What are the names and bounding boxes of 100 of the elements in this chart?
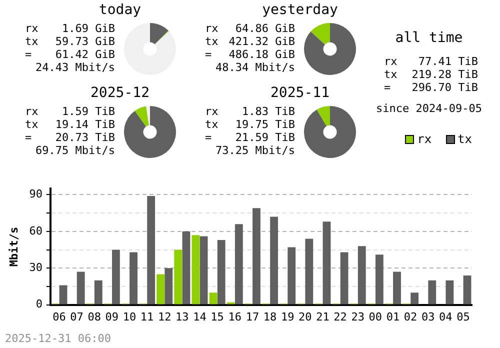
legend-label: tx — [456, 132, 472, 146]
text: 21.59 TiB — [235, 131, 295, 144]
text: 19.75 TiB — [235, 118, 295, 131]
text: = — [205, 48, 212, 61]
y-tick-label: 90 — [29, 188, 42, 201]
text: 219.28 TiB — [412, 68, 478, 81]
x-tick-label: 15 — [210, 310, 224, 324]
text: 61.42 GiB — [55, 48, 115, 61]
x-tick-label: 03 — [421, 310, 435, 324]
bar — [234, 224, 243, 304]
bar — [217, 240, 226, 304]
bar — [358, 246, 366, 304]
text: 64.86 GiB — [235, 22, 295, 35]
bar — [340, 252, 348, 304]
bar — [200, 236, 208, 304]
x-tick-label: 06 — [52, 310, 66, 324]
bar — [94, 280, 102, 304]
y-tick-label: 60 — [29, 224, 42, 238]
bar — [410, 292, 419, 304]
x-tick-label: 17 — [246, 310, 260, 324]
bar — [164, 268, 173, 304]
text: 1.83 TiB — [242, 105, 295, 118]
bar — [147, 196, 156, 304]
text: 1.69 GiB — [62, 22, 115, 35]
chart-title: 2025-11 — [270, 85, 330, 101]
text: tx — [25, 35, 38, 48]
x-tick-label: 11 — [140, 310, 154, 324]
bar — [112, 250, 120, 304]
bar — [156, 274, 165, 304]
text: 59.73 GiB — [55, 35, 115, 48]
text: rx — [384, 55, 398, 68]
bar — [76, 272, 85, 304]
x-tick-label: 13 — [176, 310, 189, 324]
x-tick-label: 19 — [280, 310, 294, 324]
y-tick-label: 0 — [36, 298, 42, 311]
text: 1.59 TiB — [62, 105, 115, 118]
y-tick-label: 30 — [29, 260, 42, 274]
text: all time — [395, 30, 463, 46]
bar — [270, 216, 278, 304]
text: rx — [205, 22, 218, 35]
text: 73.25 Mbit/s — [214, 144, 295, 157]
text: rx — [25, 105, 38, 118]
text: 421.32 GiB — [228, 35, 295, 48]
text: 69.75 Mbit/s — [34, 144, 115, 157]
x-tick-label: 04 — [439, 310, 453, 324]
text: tx — [384, 68, 398, 81]
bar — [322, 222, 331, 304]
text: 296.70 TiB — [412, 81, 478, 94]
text: = — [25, 48, 32, 61]
x-tick-label: 08 — [88, 310, 101, 324]
x-tick-label: 20 — [298, 310, 312, 324]
bar — [446, 280, 454, 304]
text: 20.73 TiB — [55, 131, 115, 144]
chart-title: today — [98, 2, 142, 18]
x-tick-label: 05 — [456, 310, 470, 324]
legend-label: rx — [416, 132, 432, 146]
x-tick-label: 12 — [158, 310, 172, 324]
bar — [393, 272, 401, 304]
text: tx — [205, 118, 218, 131]
x-tick-label: 23 — [351, 310, 364, 324]
y-axis-title: Mbit/s — [7, 226, 20, 267]
x-tick-label: 01 — [386, 310, 400, 324]
text: tx — [25, 118, 38, 131]
bar — [59, 285, 68, 304]
bar — [209, 292, 218, 304]
text: = — [384, 81, 391, 94]
text: since 2024-09-05 — [375, 102, 483, 115]
x-tick-label: 21 — [316, 310, 330, 324]
text: 2025-12-31 06:00 — [5, 332, 111, 345]
x-tick-label: 10 — [122, 310, 136, 324]
x-tick-label: 16 — [228, 310, 242, 324]
bar — [174, 250, 182, 304]
chart-title: yesterday — [262, 2, 338, 18]
bar — [288, 247, 296, 304]
bar — [375, 254, 384, 304]
x-tick-label: 14 — [193, 310, 207, 324]
text: 48.34 Mbit/s — [214, 61, 295, 74]
text: = — [25, 131, 32, 144]
bar — [305, 238, 314, 304]
text: rx — [25, 22, 38, 35]
x-tick-label: 18 — [263, 310, 277, 324]
x-tick-label: 00 — [368, 310, 382, 324]
text: 19.14 TiB — [55, 118, 115, 131]
text: rx — [205, 105, 218, 118]
x-tick-label: 09 — [105, 310, 119, 324]
bar — [428, 280, 436, 304]
bar — [130, 252, 138, 304]
chart-title: 2025-12 — [90, 85, 150, 101]
x-tick-label: 07 — [70, 310, 84, 324]
x-tick-label: 22 — [334, 310, 347, 324]
bar — [192, 235, 200, 304]
bar — [463, 275, 472, 304]
text: 77.41 TiB — [418, 55, 478, 68]
x-tick-label: 02 — [404, 310, 418, 324]
bar — [252, 208, 260, 304]
text: tx — [205, 35, 218, 48]
text: 24.43 Mbit/s — [34, 61, 115, 74]
bar — [182, 231, 190, 304]
text: 486.18 GiB — [228, 48, 295, 61]
text: = — [205, 131, 212, 144]
